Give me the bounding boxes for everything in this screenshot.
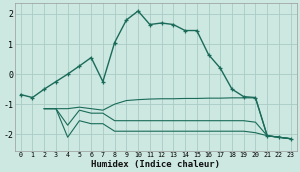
X-axis label: Humidex (Indice chaleur): Humidex (Indice chaleur) xyxy=(91,159,220,169)
